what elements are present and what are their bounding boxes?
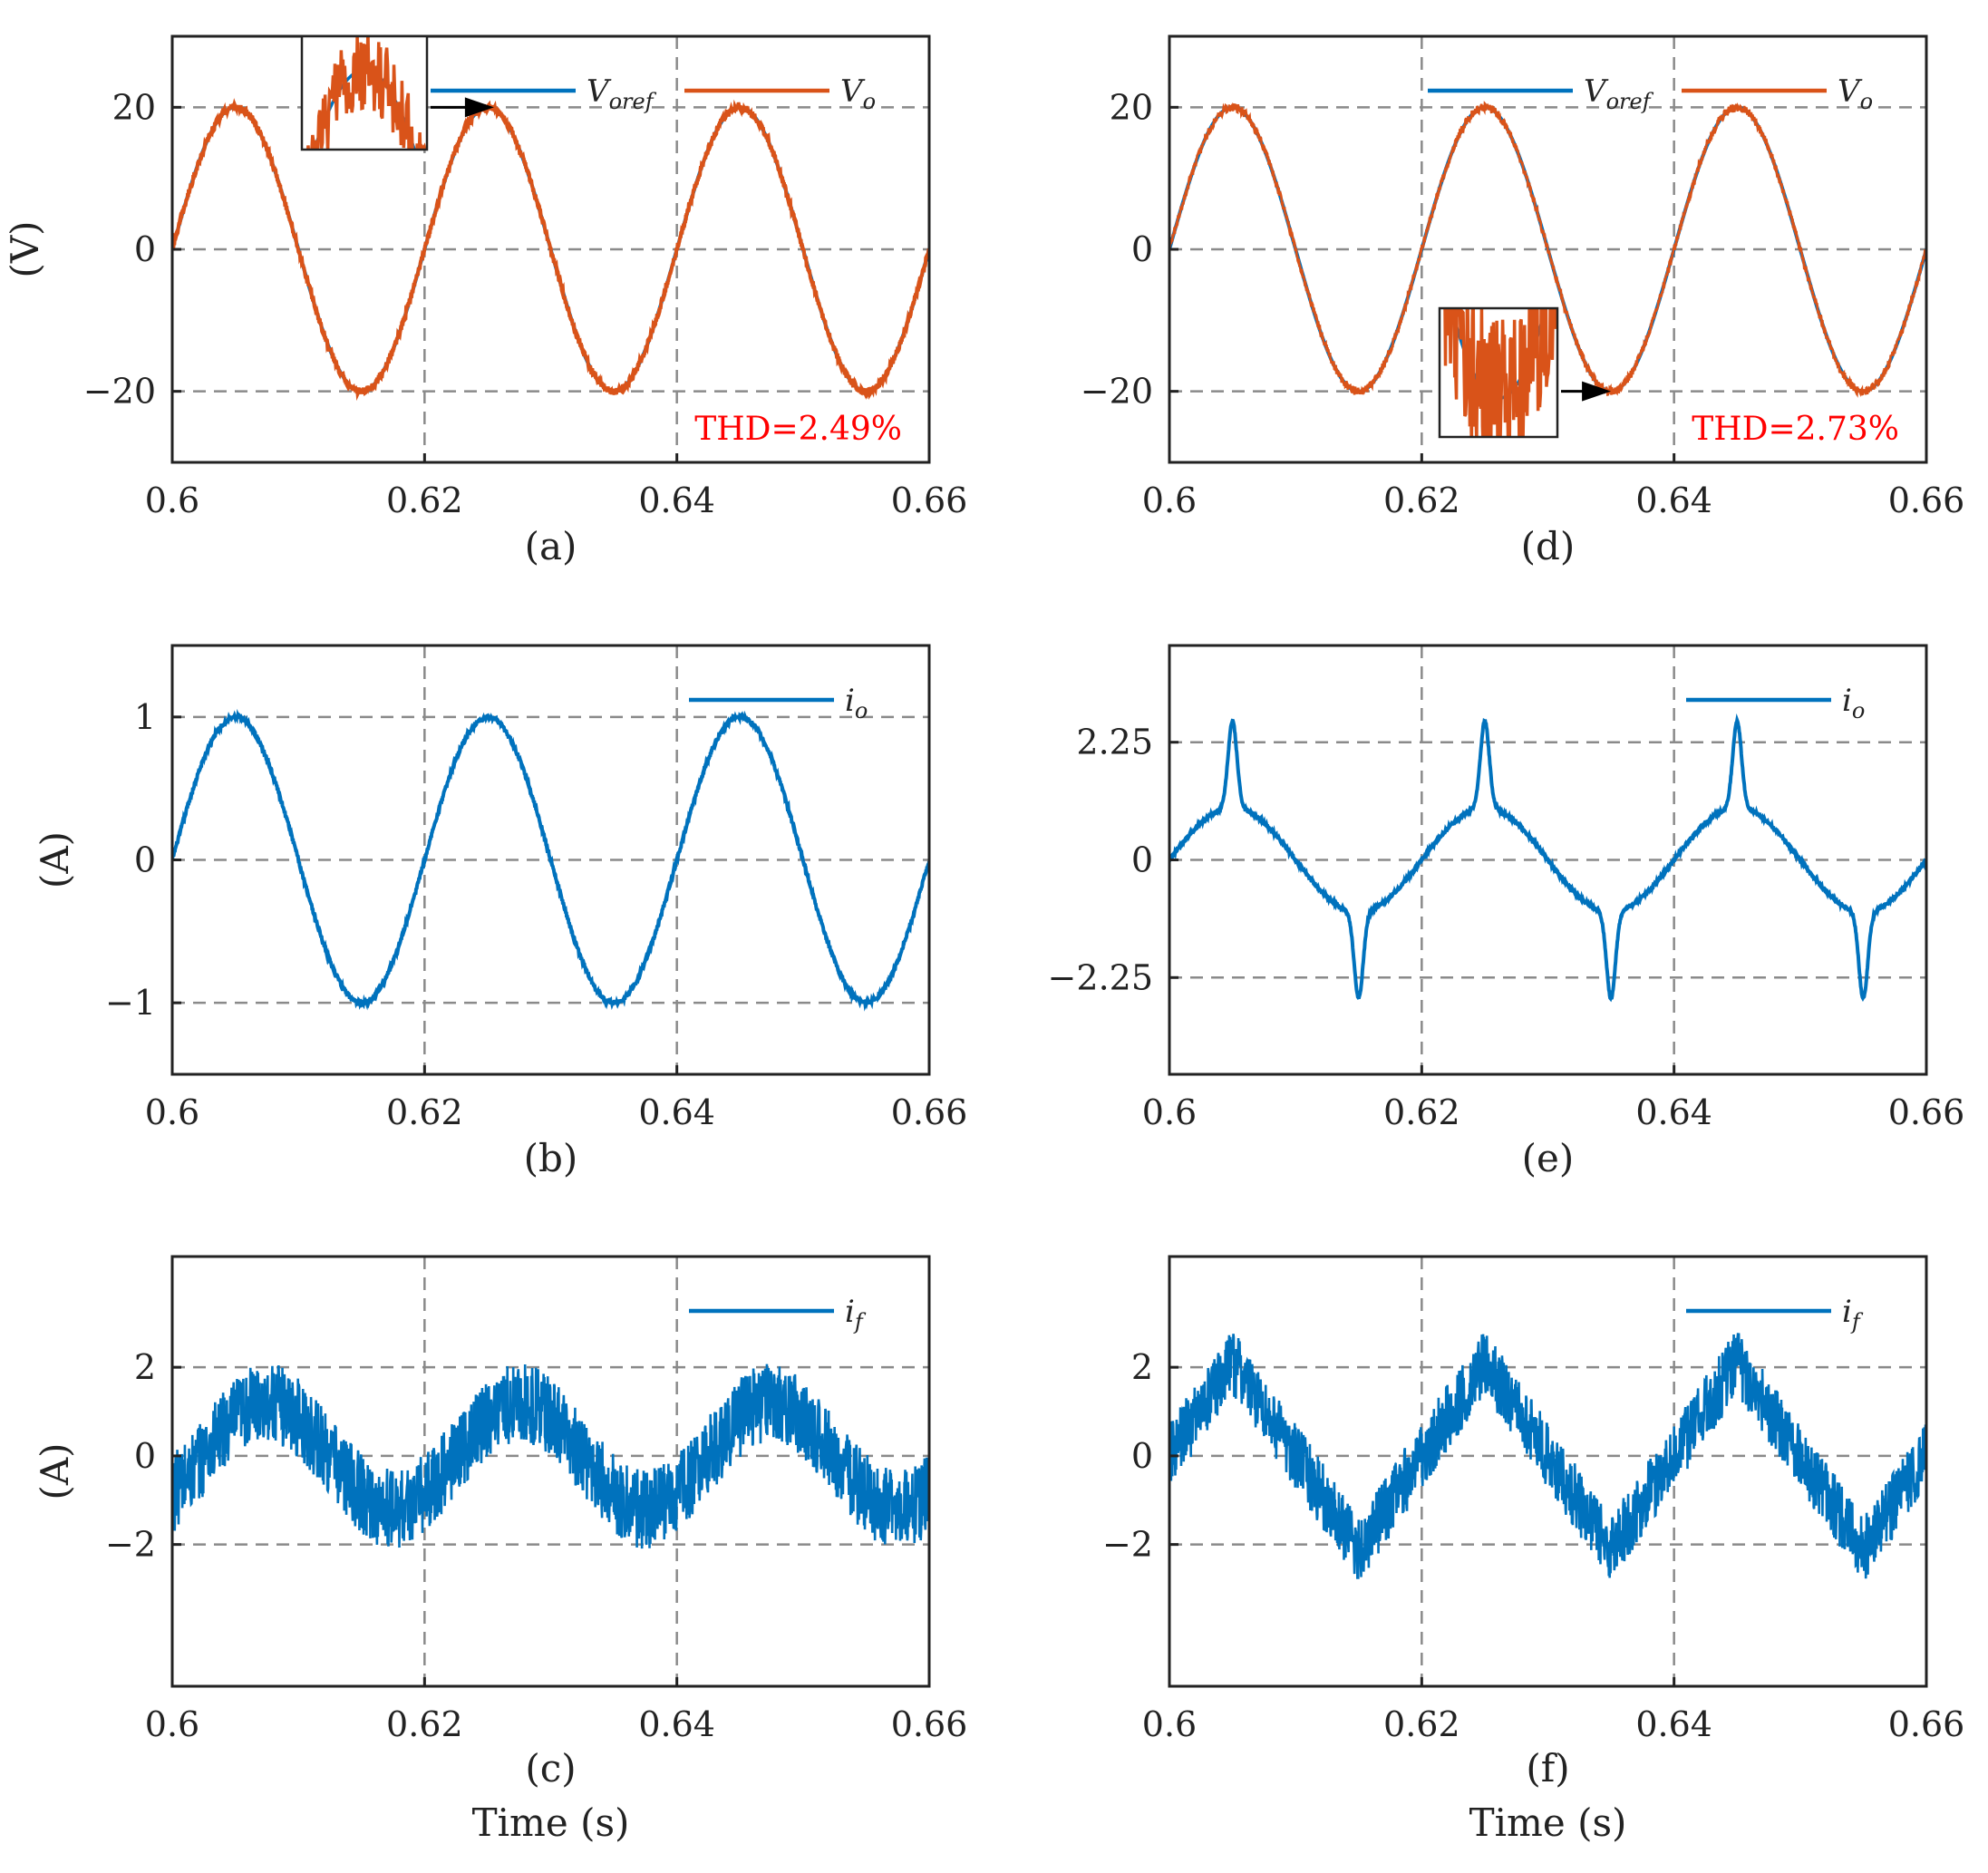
series-line-i_o	[172, 708, 929, 1012]
x-tick-label: 0.64	[1635, 1092, 1712, 1132]
x-tick-label: 0.66	[891, 1092, 968, 1132]
panel-a: 0.6 0.62 0.64 0.66 −20 0 20 (V) (a) Voref Vo THD=2.…	[3, 34, 968, 568]
x-tick-label: 0.6	[145, 1092, 199, 1132]
x-tick-label: 0.6	[145, 1704, 199, 1744]
series-line-V_o	[1169, 101, 1926, 398]
x-axis-label: Time (s)	[472, 1800, 630, 1845]
legend-label-i_f: if	[1842, 1294, 1864, 1334]
x-tick-label: 0.64	[638, 1704, 715, 1744]
y-tick-label: 0	[1131, 229, 1153, 269]
inset-arrow-head	[1582, 381, 1612, 402]
y-tick-label: 20	[1110, 87, 1153, 127]
inset-arrow	[1561, 381, 1612, 402]
x-tick-label: 0.64	[1635, 480, 1712, 520]
x-tick-label: 0.66	[891, 480, 968, 520]
y-tick-label: 1	[134, 697, 156, 737]
axes-frame	[170, 1255, 931, 1688]
x-tick-label: 0.62	[386, 480, 463, 520]
legend-label-i_o: io	[845, 683, 868, 723]
legend: if	[1686, 1294, 1864, 1334]
x-tick-label: 0.62	[1383, 1092, 1460, 1132]
x-axis-label: Time (s)	[1469, 1800, 1627, 1845]
panel-c: 0.6 0.62 0.64 0.66 −2 0 2 (A) (c) Time (s) if	[33, 1255, 968, 1845]
legend-label-V_o: Vo	[1838, 73, 1873, 114]
legend-label-V_oref: Voref	[587, 73, 657, 114]
legend: io	[1686, 683, 1865, 723]
inset-arrow	[431, 97, 494, 118]
x-tick-label: 0.62	[1383, 480, 1460, 520]
x-tick-label: 0.62	[386, 1704, 463, 1744]
y-tick-label: 0	[134, 840, 156, 880]
x-tick-label: 0.64	[638, 1092, 715, 1132]
y-tick-label: 0	[1131, 1436, 1153, 1476]
panel-caption: (f)	[1526, 1746, 1569, 1791]
y-axis-label: (V)	[3, 220, 47, 277]
series-line-i_o	[1169, 713, 1926, 1003]
x-tick-label: 0.6	[1142, 1704, 1197, 1744]
y-tick-label: −20	[1081, 372, 1153, 412]
inset-zoom	[1438, 306, 1612, 439]
inset-series-V_o	[1443, 308, 1557, 437]
y-tick-label: 2	[134, 1347, 156, 1387]
y-tick-label: −1	[105, 983, 156, 1023]
x-tick-label: 0.62	[386, 1092, 463, 1132]
thd-annotation: THD=2.73%	[1692, 411, 1899, 448]
panel-caption: (d)	[1521, 524, 1576, 568]
legend: Voref Vo	[431, 73, 876, 114]
inset-arrow-head	[464, 97, 494, 118]
inset-series-V_o	[305, 36, 427, 150]
x-tick-label: 0.6	[145, 480, 199, 520]
series-line-i_f	[1169, 1333, 1926, 1579]
y-tick-label: −20	[83, 372, 156, 412]
thd-annotation: THD=2.49%	[694, 411, 902, 448]
legend-label-i_f: if	[845, 1294, 867, 1334]
y-axis-label: (A)	[33, 1442, 77, 1499]
series-line-V_o	[172, 98, 929, 402]
y-tick-label: −2.25	[1048, 957, 1153, 997]
y-tick-label: 0	[134, 229, 156, 269]
y-tick-label: 0	[1131, 840, 1153, 880]
panel-caption: (a)	[525, 524, 577, 568]
legend: if	[689, 1294, 867, 1334]
legend-label-V_o: Vo	[840, 73, 876, 114]
legend-label-V_oref: Voref	[1584, 73, 1654, 114]
x-tick-label: 0.64	[638, 480, 715, 520]
inset-zoom	[300, 34, 494, 151]
y-tick-label: 20	[112, 87, 156, 127]
panel-caption: (e)	[1522, 1136, 1575, 1180]
x-tick-label: 0.6	[1142, 480, 1197, 520]
x-tick-label: 0.6	[1142, 1092, 1197, 1132]
y-tick-label: 2.25	[1076, 723, 1153, 762]
panel-d: 0.6 0.62 0.64 0.66 −20 0 20 (d) Voref Vo THD=2.73%	[1081, 34, 1965, 568]
x-tick-label: 0.66	[1888, 1704, 1965, 1744]
y-tick-label: −2	[1102, 1525, 1153, 1565]
panel-caption: (b)	[524, 1136, 578, 1180]
y-tick-label: 0	[134, 1436, 156, 1476]
x-tick-label: 0.66	[1888, 1092, 1965, 1132]
y-axis-label: (A)	[33, 831, 77, 888]
x-tick-label: 0.66	[1888, 480, 1965, 520]
panel-b: 0.6 0.62 0.64 0.66 −1 0 1 (A) (b) io	[33, 644, 968, 1180]
panel-e: 0.6 0.62 0.64 0.66 −2.25 0 2.25 (e) io	[1048, 644, 1965, 1180]
panel-caption: (c)	[525, 1746, 576, 1791]
y-tick-label: 2	[1131, 1347, 1153, 1387]
panel-f: 0.6 0.62 0.64 0.66 −2 0 2 (f) Time (s) if	[1102, 1255, 1965, 1845]
y-tick-label: −2	[105, 1525, 156, 1565]
x-tick-label: 0.66	[891, 1704, 968, 1744]
legend: io	[689, 683, 868, 723]
inset-frame	[1438, 306, 1559, 439]
x-tick-label: 0.64	[1635, 1704, 1712, 1744]
series-line-i_f	[172, 1364, 929, 1549]
inset-frame	[300, 34, 429, 151]
axes-frame	[1168, 1255, 1928, 1688]
x-tick-label: 0.62	[1383, 1704, 1460, 1744]
legend-label-i_o: io	[1842, 683, 1865, 723]
legend: Voref Vo	[1428, 73, 1873, 114]
